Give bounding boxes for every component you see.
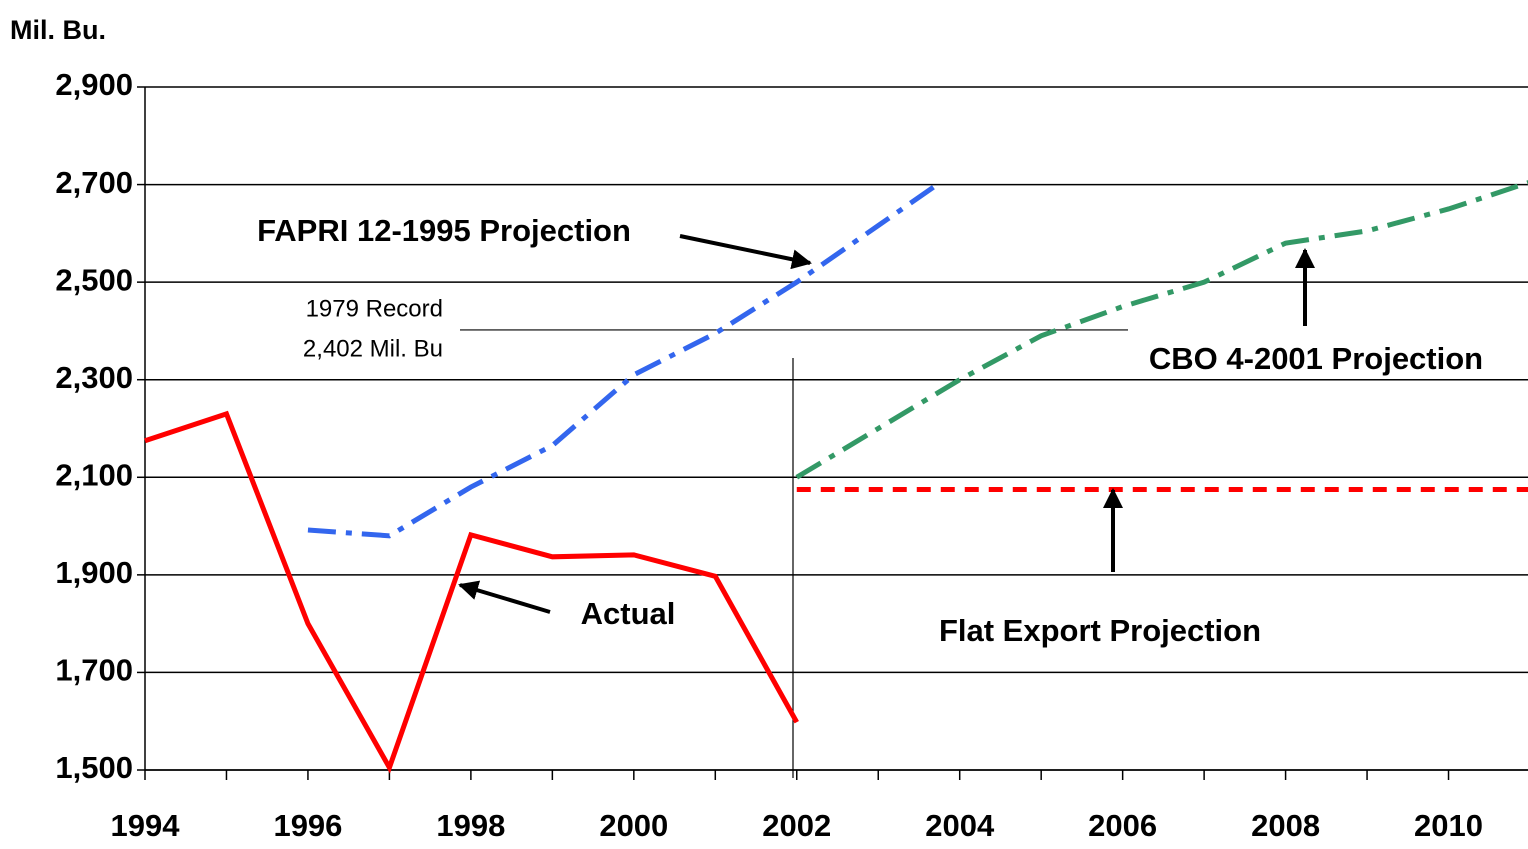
record-label: 2,402 Mil. Bu xyxy=(303,335,443,362)
annotation-arrow xyxy=(458,580,551,614)
x-tick-label: 2008 xyxy=(1251,808,1320,843)
series-line xyxy=(144,410,799,774)
series-annotation: Flat Export Projection xyxy=(939,613,1261,648)
x-tick-label: 2002 xyxy=(762,808,831,843)
x-tick-label: 1994 xyxy=(111,808,181,843)
annotation-arrow xyxy=(679,234,812,270)
y-axis-label: Mil. Bu. xyxy=(10,15,106,45)
y-tick-label: 2,100 xyxy=(55,457,133,492)
y-tick-label: 2,500 xyxy=(55,262,133,297)
y-tick-label: 2,700 xyxy=(55,165,133,200)
x-tick-label: 2000 xyxy=(599,808,668,843)
series-line xyxy=(795,180,1528,480)
x-tick-label: 1998 xyxy=(436,808,505,843)
series-annotation: Actual xyxy=(581,596,676,631)
x-tick-label: 2010 xyxy=(1414,808,1483,843)
x-tick-label: 1996 xyxy=(273,808,342,843)
y-tick-label: 2,900 xyxy=(55,67,133,102)
y-tick-label: 1,900 xyxy=(55,555,133,590)
x-tick-label: 2004 xyxy=(925,808,995,843)
y-tick-label: 1,500 xyxy=(55,750,133,785)
series-annotation: CBO 4-2001 Projection xyxy=(1149,341,1483,376)
record-label: 1979 Record xyxy=(306,295,443,322)
y-tick-label: 1,700 xyxy=(55,653,133,688)
x-tick-label: 2006 xyxy=(1088,808,1157,843)
y-tick-label: 2,300 xyxy=(55,360,133,395)
series-line xyxy=(307,181,941,539)
series-annotation: FAPRI 12-1995 Projection xyxy=(257,213,631,248)
